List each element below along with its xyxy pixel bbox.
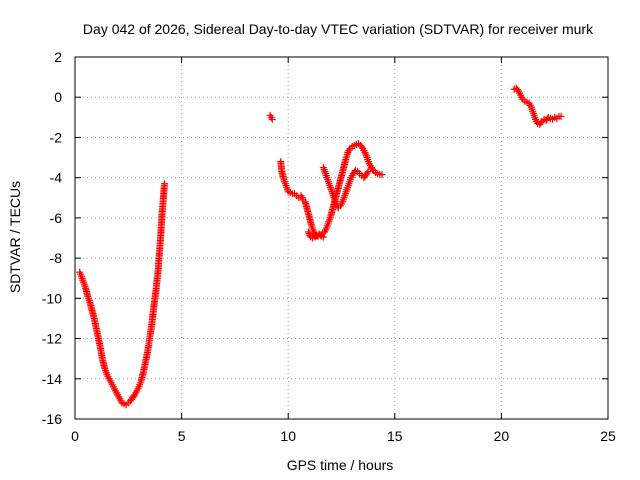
data-point	[364, 168, 372, 176]
x-tick-label: 15	[387, 428, 403, 444]
data-point	[378, 171, 386, 179]
y-tick-label: -12	[42, 331, 62, 347]
plot-frame	[74, 56, 609, 420]
y-tick-label: 0	[54, 89, 62, 105]
x-tick-label: 0	[71, 428, 79, 444]
y-tick-label: -4	[50, 170, 63, 186]
y-tick-label: -10	[42, 290, 62, 306]
y-tick-label: -6	[50, 210, 63, 226]
data-point	[361, 149, 369, 157]
data-point	[513, 86, 521, 94]
data-point	[130, 392, 138, 400]
x-axis-label: GPS time / hours	[287, 457, 394, 473]
data-point	[305, 230, 313, 238]
x-tick-label: 25	[600, 428, 616, 444]
axes: 0 5 10 15 20 25 -16 -14 -12 -10 -8 -6 -4 -2 0 2	[42, 49, 616, 444]
data-points	[76, 84, 565, 409]
data-point	[362, 150, 370, 158]
data-point	[537, 119, 545, 127]
data-point	[557, 112, 565, 120]
data-point	[161, 180, 169, 188]
x-tick-label: 20	[494, 428, 510, 444]
y-tick-label: -8	[50, 250, 63, 266]
data-point	[363, 169, 371, 177]
y-axis-label: SDTVAR / TECUs	[7, 181, 23, 293]
data-point	[268, 115, 276, 123]
chart-title: Day 042 of 2026, Sidereal Day-to-day VTE…	[83, 21, 594, 37]
y-tick-label: -14	[42, 371, 62, 387]
data-point	[304, 228, 312, 236]
data-point	[319, 233, 327, 241]
x-tick-label: 10	[280, 428, 296, 444]
data-point	[362, 152, 370, 160]
data-point	[368, 165, 376, 173]
x-tick-label: 5	[178, 428, 186, 444]
y-tick-label: -2	[50, 129, 63, 145]
y-tick-label: 2	[54, 49, 62, 65]
y-tick-label: -16	[42, 411, 62, 427]
data-point	[358, 143, 366, 151]
